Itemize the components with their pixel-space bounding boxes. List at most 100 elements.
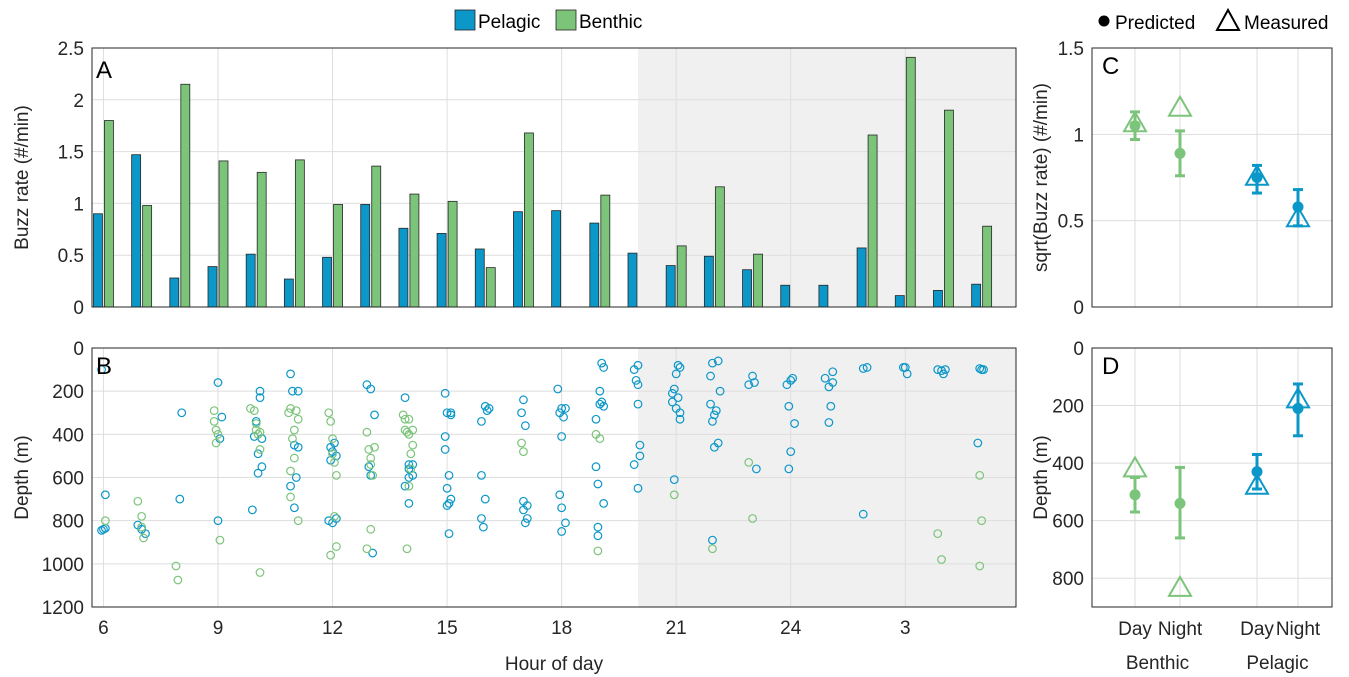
point-pelagic (97, 365, 106, 374)
point-benthic (288, 434, 297, 444)
y-tick-label: 800 (1052, 569, 1084, 590)
x-tick-label: 9 (213, 618, 224, 639)
point-pelagic (828, 378, 838, 387)
point-pelagic (255, 393, 265, 403)
point-benthic (284, 408, 294, 418)
panel-c: 0 0.5 1 1.5 sqrt(Buzz rate) (#/min) (1031, 39, 1333, 319)
point-pelagic (713, 438, 723, 448)
y-tick-label: 0.5 (1058, 212, 1084, 233)
point-benthic (404, 481, 414, 491)
point-pelagic (217, 412, 227, 422)
group-label-pelagic: Pelagic (1246, 653, 1308, 674)
bar-benthic (447, 200, 458, 308)
panel-b: 6 9 12 15 18 21 24 3 0 200 400 600 800 1000 1200 Depth … (12, 339, 1017, 675)
point-benthic (398, 410, 408, 420)
bar-pelagic (131, 154, 142, 308)
predicted-marker (1292, 402, 1304, 414)
y-tick-label: 0 (73, 298, 84, 319)
point-benthic (748, 514, 757, 523)
bar-benthic (905, 56, 916, 308)
measured-marker (1122, 110, 1148, 133)
point-pelagic (247, 505, 257, 515)
legend-top: Pelagic Benthic (454, 9, 642, 33)
x-tick-label: 6 (98, 618, 109, 639)
y-tick-label: 1 (1073, 125, 1084, 146)
point-pelagic (286, 369, 295, 379)
point-pelagic (786, 375, 796, 385)
bar-pelagic (169, 277, 180, 308)
point-pelagic (366, 384, 376, 394)
point-benthic (406, 464, 416, 474)
point-pelagic (979, 365, 988, 374)
point-benthic (328, 434, 337, 444)
predicted-marker (1251, 172, 1263, 183)
point-pelagic (519, 505, 528, 515)
measured-marker (1285, 205, 1311, 228)
measured-marker (1244, 163, 1270, 186)
point-benthic (293, 414, 303, 424)
point-pelagic (291, 473, 301, 482)
y-tick-label: 1000 (42, 555, 84, 576)
point-pelagic (100, 490, 110, 500)
point-pelagic (404, 499, 414, 508)
point-pelagic (595, 386, 605, 396)
y-tick-label: 1.5 (58, 143, 84, 164)
point-benthic (289, 425, 299, 435)
point-pelagic (593, 479, 603, 489)
point-pelagic (478, 522, 488, 532)
point-benthic (173, 575, 183, 585)
bar-pelagic (551, 210, 562, 308)
y-tick-label: 2 (73, 91, 84, 112)
point-pelagic (750, 378, 759, 387)
point-pelagic (477, 416, 486, 426)
y-tick-label: 0 (1073, 298, 1084, 319)
x-tick-label: 15 (437, 618, 458, 639)
point-pelagic (591, 462, 601, 472)
legend-swatch-benthic (555, 9, 577, 31)
point-pelagic (790, 419, 799, 428)
legend-label-measured: Measured (1244, 13, 1329, 34)
point-pelagic (370, 410, 379, 420)
point-benthic (286, 466, 295, 476)
point-pelagic (213, 516, 223, 526)
y-axis-label: sqrt(Buzz rate) (#/min) (1031, 83, 1052, 272)
y-tick-label: 0 (1073, 339, 1084, 360)
x-tick-label: 12 (322, 618, 343, 639)
point-pelagic (633, 360, 643, 370)
point-pelagic (400, 481, 410, 491)
bar-benthic (180, 83, 191, 308)
point-pelagic (706, 399, 715, 409)
point-pelagic (708, 535, 717, 545)
bar-pelagic (245, 253, 256, 308)
point-pelagic (444, 470, 454, 480)
point-benthic (370, 442, 379, 452)
bar-pelagic (933, 290, 943, 308)
point-benthic (255, 427, 265, 437)
y-tick-label: 600 (52, 469, 84, 490)
point-pelagic (858, 509, 868, 519)
bar-benthic (867, 134, 878, 308)
bar-pelagic (856, 247, 867, 308)
point-benthic (708, 544, 717, 554)
bar-pelagic (513, 211, 523, 308)
point-pelagic (751, 464, 761, 474)
y-tick-label: 400 (1052, 454, 1084, 475)
point-benthic (362, 427, 372, 437)
point-pelagic (828, 367, 838, 377)
point-pelagic (708, 358, 717, 368)
point-benthic (366, 460, 376, 469)
y-tick-label: 1.5 (1058, 39, 1084, 60)
point-pelagic (404, 460, 414, 469)
y-tick-label: 200 (1052, 397, 1084, 418)
point-pelagic (597, 397, 607, 407)
point-pelagic (520, 421, 530, 431)
bar-benthic (714, 186, 725, 308)
bar-pelagic (780, 284, 791, 308)
bar-pelagic (665, 265, 676, 308)
point-pelagic (824, 418, 834, 427)
y-tick-label: 2.5 (58, 39, 84, 60)
point-pelagic (368, 548, 378, 558)
point-benthic (519, 447, 528, 457)
point-pelagic (557, 404, 567, 413)
point-pelagic (591, 414, 601, 424)
